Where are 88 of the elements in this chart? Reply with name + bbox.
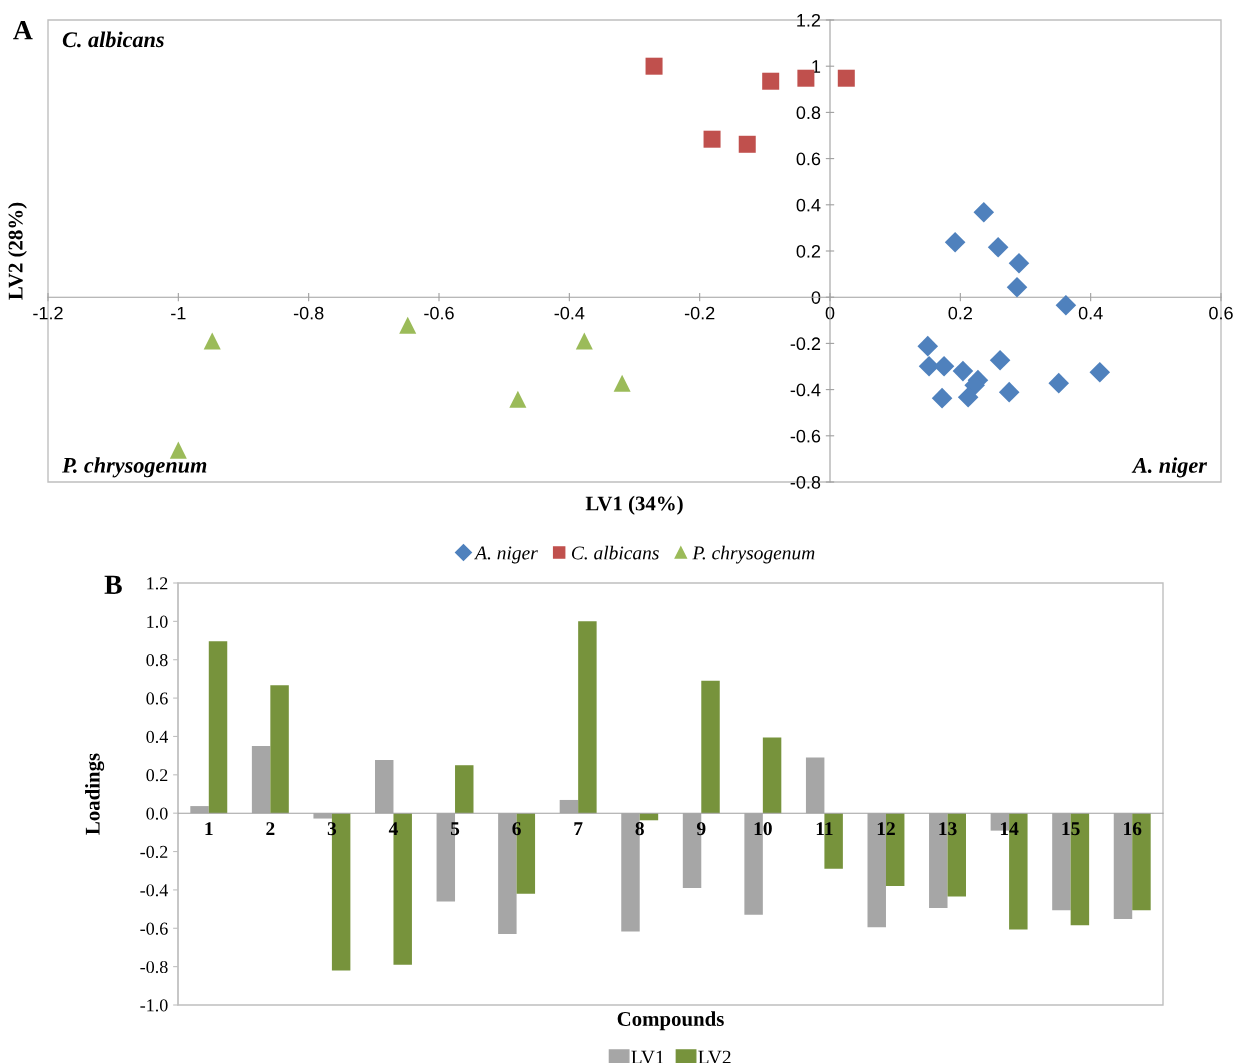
y-tick-label: 0.8 <box>796 106 821 120</box>
legend-label: C. albicans <box>571 545 659 560</box>
y-tick-label: -0.2 <box>140 845 168 859</box>
point <box>613 374 631 392</box>
point <box>738 135 756 153</box>
x-tick-label: 4 <box>388 822 398 836</box>
x-tick-label: 9 <box>696 822 706 836</box>
y-axis-title: LV2 (28%) <box>7 202 27 300</box>
y-tick-label: 0.0 <box>146 807 168 820</box>
point <box>399 316 417 334</box>
y-tick-label: 0.8 <box>146 653 168 667</box>
y-tick-label: -0.8 <box>140 960 168 974</box>
y-tick-label: -0.4 <box>790 383 821 397</box>
legend-label: LV2 <box>698 1050 731 1063</box>
y-axis-title: Loadings <box>85 753 105 835</box>
x-tick-label: 1 <box>205 822 213 836</box>
x-tick-label: -0.2 <box>684 306 715 320</box>
x-tick-label: -0.8 <box>293 306 324 320</box>
point <box>762 72 780 90</box>
y-tick-label: 0.6 <box>796 152 821 166</box>
legend-label: P. chrysogenum <box>692 545 815 564</box>
x-tick-label: 5 <box>450 822 460 836</box>
point <box>957 386 979 408</box>
bar <box>208 641 228 814</box>
y-tick-label: 0.6 <box>146 692 168 705</box>
y-tick-label: 0.2 <box>796 244 821 258</box>
point <box>987 237 1009 258</box>
x-tick-label: -0.6 <box>424 306 454 320</box>
point <box>944 231 966 253</box>
x-axis-title: Compounds <box>617 1011 724 1031</box>
x-tick-label: 13 <box>939 822 957 836</box>
point <box>645 57 663 75</box>
point <box>933 355 955 377</box>
point <box>1006 276 1028 298</box>
annotation: C. albicans <box>62 31 164 48</box>
bar <box>578 621 597 814</box>
x-axis-title: LV1 (34%) <box>585 495 683 515</box>
x-tick-label: 7 <box>574 822 583 836</box>
point <box>952 360 974 382</box>
x-tick-label: 0 <box>825 306 835 320</box>
y-tick-label: 0.4 <box>796 198 821 212</box>
point <box>1048 372 1070 394</box>
point <box>1008 252 1030 274</box>
y-tick-label: -0.6 <box>140 922 168 935</box>
point <box>931 387 953 409</box>
x-tick-label: 10 <box>754 822 772 836</box>
point <box>703 130 721 148</box>
y-tick-label: 1.2 <box>797 13 821 27</box>
x-tick-label: -1 <box>171 306 186 320</box>
y-tick-label: 0.4 <box>146 730 168 743</box>
bar <box>701 680 720 814</box>
y-tick-label: 1.2 <box>147 577 168 590</box>
x-tick-label: 0.6 <box>1209 306 1233 320</box>
point <box>917 335 939 357</box>
x-tick-label: 6 <box>512 822 521 836</box>
text: B <box>104 575 122 594</box>
y-tick-label: 0.2 <box>146 769 168 782</box>
y-tick-label: 0 <box>811 291 821 304</box>
x-tick-label: -0.4 <box>554 306 585 320</box>
y-tick-label: -0.4 <box>140 884 168 897</box>
x-tick-label: -1.2 <box>33 306 63 320</box>
point <box>989 349 1011 371</box>
legend-label: LV1 <box>631 1050 664 1063</box>
y-tick-label: -0.6 <box>790 429 821 443</box>
y-tick-label: -0.8 <box>790 475 821 489</box>
annotation: P. chrysogenum <box>62 457 207 478</box>
point <box>203 332 221 350</box>
point <box>998 381 1020 403</box>
bar <box>762 737 782 814</box>
bar <box>270 685 289 814</box>
point <box>973 201 995 223</box>
y-tick-label: 1.0 <box>147 615 168 628</box>
point <box>509 390 527 408</box>
point <box>837 69 855 87</box>
y-tick-label: -0.2 <box>790 337 821 351</box>
text: A <box>13 20 33 40</box>
x-tick-label: 0.4 <box>1078 306 1103 320</box>
x-tick-label: 2 <box>266 822 275 836</box>
bar <box>455 765 474 814</box>
point <box>1055 294 1077 316</box>
point <box>575 332 593 350</box>
x-tick-label: 0.2 <box>948 306 972 320</box>
annotation: A. niger <box>1131 457 1208 478</box>
x-tick-label: 15 <box>1062 822 1080 836</box>
legend-label: A. niger <box>474 546 538 564</box>
x-tick-label: 8 <box>635 822 644 836</box>
point <box>1089 361 1111 383</box>
y-tick-label: -1.0 <box>140 999 168 1012</box>
